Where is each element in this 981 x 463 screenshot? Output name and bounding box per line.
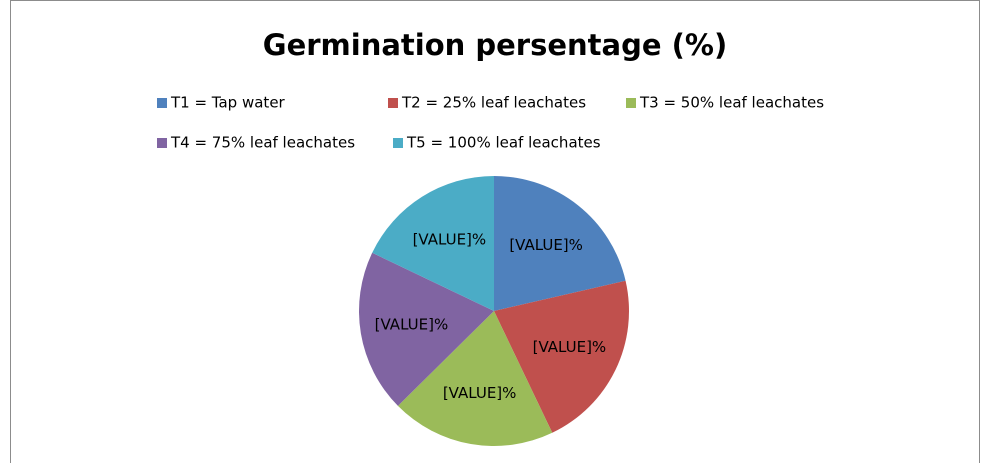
legend-label: T2 = 25% leaf leachates [401, 94, 586, 112]
pie-slice [359, 252, 494, 406]
legend-label: T1 = Tap water [170, 94, 286, 112]
legend-swatch [388, 98, 398, 108]
legend-swatch [157, 138, 167, 148]
pie-slice [494, 176, 626, 311]
chart-title: Germination persentage (%) [263, 28, 727, 62]
legend-swatch [393, 138, 403, 148]
legend-swatch [626, 98, 636, 108]
data-label: [VALUE]% [443, 384, 517, 402]
data-label: [VALUE]% [533, 338, 607, 356]
data-label: [VALUE]% [509, 236, 583, 254]
legend-label: T3 = 50% leaf leachates [639, 94, 824, 112]
pie-slice [372, 176, 494, 311]
legend-swatch [157, 98, 167, 108]
data-label: [VALUE]% [413, 231, 487, 249]
legend-label: T5 = 100% leaf leachates [406, 134, 601, 152]
pie-slice [494, 280, 630, 433]
data-label: [VALUE]% [375, 315, 449, 333]
pie-slice [397, 311, 553, 446]
legend-label: T4 = 75% leaf leachates [170, 134, 355, 152]
